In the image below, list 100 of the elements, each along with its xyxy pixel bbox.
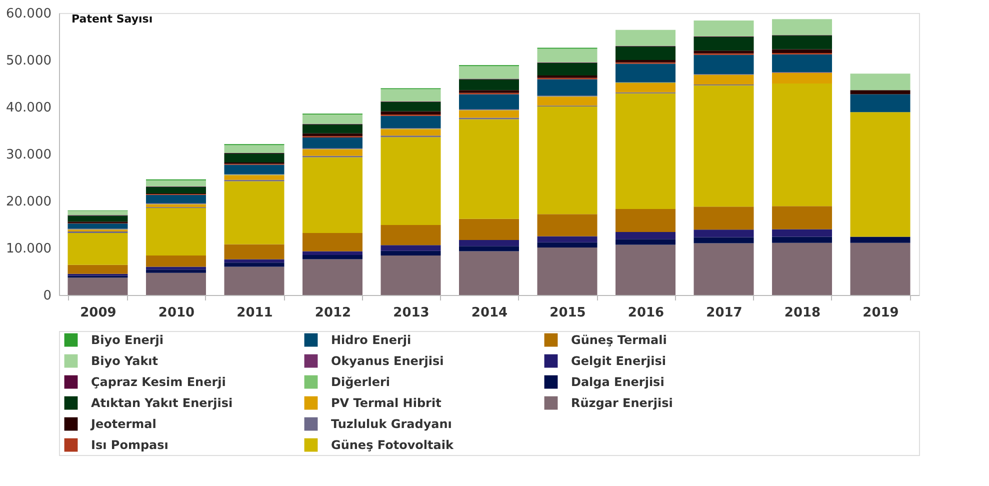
- legend-label: Biyo Enerji: [91, 333, 164, 347]
- bar: [694, 50, 754, 54]
- bar: [302, 124, 362, 134]
- x-tick-label: 2011: [236, 306, 273, 320]
- bar: [537, 62, 598, 76]
- bar: [772, 36, 832, 50]
- bar: [850, 112, 910, 237]
- bar: [380, 89, 441, 102]
- bar: [459, 90, 519, 93]
- bar: [68, 216, 128, 222]
- bar: [224, 259, 284, 263]
- y-tick-label: 10.000: [6, 242, 52, 256]
- y-tick-label: 20.000: [6, 194, 52, 210]
- bar: [459, 110, 519, 118]
- x-tick-label: 2010: [158, 306, 195, 320]
- legend-label: Gelgit Enerjisi: [571, 354, 666, 368]
- bar: [537, 248, 598, 295]
- bar: [537, 48, 598, 62]
- bar: [850, 74, 910, 90]
- x-tick-label: 2013: [393, 306, 430, 320]
- y-axis-title: Patent Sayısı: [72, 12, 153, 26]
- bar: [224, 181, 284, 244]
- bar: [850, 94, 910, 112]
- x-tick-label: 2017: [706, 306, 742, 320]
- bar: [380, 111, 441, 115]
- bar: [302, 255, 362, 260]
- bar: [146, 256, 206, 267]
- y-tick-label: 50.000: [6, 54, 52, 68]
- x-tick-label: 2019: [862, 306, 899, 320]
- bar: [459, 246, 519, 252]
- bar: [772, 19, 832, 36]
- bar: [459, 240, 519, 246]
- bar: [302, 149, 362, 156]
- bar: [380, 129, 441, 136]
- bar: [616, 93, 676, 209]
- legend-label: Tuzluluk Gradyanı: [331, 417, 452, 431]
- bar: [537, 242, 598, 248]
- bar: [459, 218, 519, 240]
- bar: [850, 236, 910, 243]
- bar: [380, 245, 441, 251]
- bar: [694, 20, 754, 36]
- bar: [224, 164, 284, 174]
- bar: [616, 239, 676, 245]
- legend-label: Biyo Yakıt: [91, 354, 158, 368]
- bar: [772, 49, 832, 53]
- bar: [772, 242, 832, 295]
- bar: [68, 224, 128, 229]
- legend-label: Okyanus Enerjisi: [331, 354, 444, 368]
- bar: [302, 251, 362, 256]
- bar: [224, 244, 284, 260]
- bar: [772, 229, 832, 237]
- legend-label: PV Termal Hibrit: [331, 396, 442, 410]
- x-tick-label: 2014: [471, 306, 508, 320]
- legend-label: Jeotermal: [90, 417, 156, 431]
- bar: [380, 102, 441, 112]
- bar: [850, 90, 910, 94]
- legend-label: Rüzgar Enerjisi: [571, 396, 673, 410]
- bar: [146, 194, 206, 204]
- bar: [459, 79, 519, 90]
- bar: [537, 79, 598, 96]
- bar: [694, 230, 754, 238]
- bar: [616, 232, 676, 240]
- legend-label: Hidro Enerji: [331, 333, 412, 347]
- bar: [772, 84, 832, 206]
- bar: [694, 54, 754, 74]
- y-tick-label: 40.000: [6, 100, 52, 116]
- bar: [694, 243, 754, 295]
- bar: [146, 272, 206, 295]
- bar: [224, 154, 284, 162]
- bar: [616, 30, 676, 46]
- bar: [537, 214, 598, 236]
- legend-label: Çapraz Kesim Enerji: [91, 375, 226, 389]
- bar: [380, 116, 441, 128]
- bar: [380, 250, 441, 256]
- bar: [694, 75, 754, 84]
- x-tick-label: 2015: [550, 306, 586, 320]
- bar: [694, 36, 754, 51]
- bar: [146, 208, 206, 256]
- bar: [537, 96, 598, 106]
- bar: [772, 236, 832, 243]
- x-tick-label: 2012: [314, 306, 352, 320]
- bar: [772, 206, 832, 230]
- bar: [616, 83, 676, 92]
- bar: [772, 54, 832, 72]
- bar: [459, 119, 519, 219]
- bar: [459, 66, 519, 79]
- bar: [146, 180, 206, 186]
- y-tick-label: 30.000: [6, 148, 52, 162]
- bar: [68, 210, 128, 216]
- bar: [68, 278, 128, 295]
- bar: [302, 157, 362, 233]
- bar: [68, 232, 128, 265]
- bar: [616, 46, 676, 60]
- bar: [68, 264, 128, 274]
- bar: [616, 64, 676, 82]
- bar: [302, 232, 362, 252]
- bar: [459, 94, 519, 110]
- legend-label: Atıktan Yakıt Enerjisi: [91, 396, 233, 410]
- bar: [694, 85, 754, 207]
- bar: [146, 270, 206, 273]
